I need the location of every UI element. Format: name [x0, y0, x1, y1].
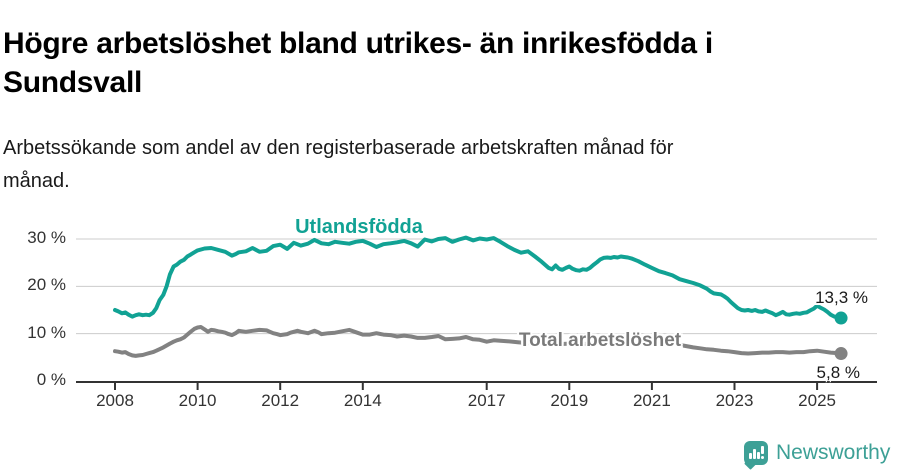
x-axis-label: 2017: [467, 391, 506, 410]
x-axis-label: 2010: [178, 391, 217, 410]
x-axis-label: 2008: [96, 391, 134, 410]
y-axis-label: 10 %: [27, 322, 66, 342]
page-title-line1: Högre arbetslöshet bland utrikes- än inr…: [3, 27, 713, 61]
x-axis-label: 2019: [550, 391, 589, 410]
end-value-label-total: 5,8 %: [816, 363, 860, 382]
logo-bar-chart-icon: [749, 453, 752, 459]
chart-subtitle-line1: Arbetssökande som andel av den registerb…: [3, 137, 674, 159]
x-axis-label: 2014: [343, 391, 382, 410]
series-line-total: [113, 325, 844, 358]
series-end-dot-total: [834, 347, 848, 361]
series-end-dot-utlandsfodda: [834, 311, 848, 325]
x-axis-label: 2012: [261, 391, 300, 410]
y-axis-label: 30 %: [27, 228, 66, 247]
newsworthy-logo-icon: [744, 441, 768, 470]
y-axis-label: 0 %: [36, 370, 66, 389]
y-axis-label: 20 %: [27, 275, 66, 295]
end-value-label-utlandsfodda: 13,3 %: [815, 288, 868, 307]
page-title-line2: Sundsvall: [3, 66, 143, 100]
series-line-utlandsfodda: [113, 235, 844, 320]
chart-subtitle: Arbetssökande som andel av den registerb…: [3, 132, 863, 198]
page-title: Högre arbetslöshet bland utrikes- än inr…: [3, 24, 883, 102]
x-axis-label: 2025: [798, 391, 836, 410]
series-label-utlandsfodda: Utlandsfödda: [295, 216, 423, 238]
series-label-total-arbetsloshet: Total arbetslöshet: [518, 330, 682, 351]
newsworthy-brand: Newsworthy: [744, 441, 891, 470]
brand-name: Newsworthy: [776, 441, 891, 464]
x-axis-label: 2023: [715, 391, 754, 410]
x-axis-label: 2021: [632, 391, 671, 410]
chart-subtitle-line2: månad.: [3, 170, 70, 192]
logo-exclamation-icon: [761, 446, 764, 454]
